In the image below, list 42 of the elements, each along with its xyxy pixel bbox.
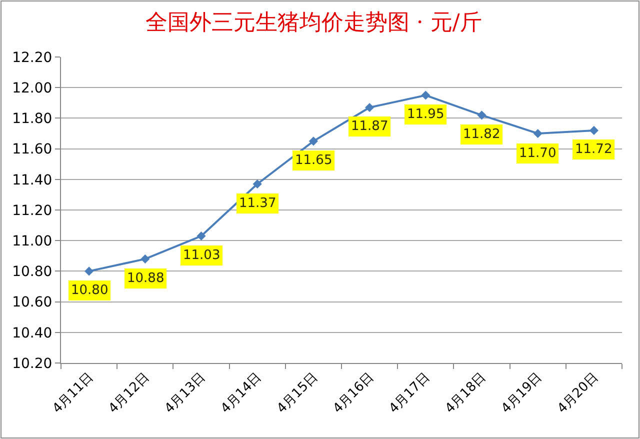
x-tick-label: 4月12日	[106, 370, 153, 416]
data-label: 11.70	[519, 146, 556, 161]
data-label: 11.65	[295, 153, 332, 168]
x-tick-label: 4月13日	[162, 370, 209, 416]
point	[84, 266, 94, 276]
x-tick-label: 4月18日	[442, 370, 490, 416]
x-tick-label: 4月16日	[330, 370, 377, 416]
y-tick-label: 11.80	[12, 111, 52, 128]
y-tick-label: 12.00	[12, 80, 52, 96]
point	[308, 136, 318, 146]
x-tick-label: 4月15日	[274, 370, 321, 416]
y-tick-label: 10.60	[12, 294, 52, 311]
point	[140, 254, 150, 264]
data-label: 11.82	[463, 127, 500, 142]
y-tick-label: 11.20	[12, 202, 52, 219]
chart-title: 全国外三元生猪均价走势图 · 元/斤	[145, 10, 482, 36]
x-tick-label: 4月19日	[498, 370, 546, 416]
data-label: 11.72	[575, 142, 612, 157]
point	[421, 90, 430, 100]
y-tick-label: 12.20	[12, 50, 52, 66]
point	[365, 102, 374, 112]
y-tick-label: 11.40	[12, 172, 52, 188]
data-label: 11.37	[239, 196, 276, 211]
x-tick-label: 4月17日	[386, 370, 434, 416]
x-tick-label: 4月11日	[50, 370, 96, 416]
y-tick-label: 11.00	[12, 234, 52, 250]
y-tick-label: 11.60	[12, 142, 52, 158]
y-tick-label: 10.40	[12, 325, 52, 342]
data-label: 11.95	[407, 107, 444, 122]
point	[252, 179, 262, 189]
point	[533, 128, 542, 138]
y-tick-label: 10.20	[12, 356, 52, 372]
point	[196, 231, 206, 241]
data-label: 10.88	[127, 271, 164, 286]
data-label: 10.80	[71, 283, 108, 298]
point	[477, 110, 486, 120]
y-tick-label: 10.80	[12, 264, 52, 280]
x-tick-label: 4月20日	[554, 370, 602, 416]
data-label: 11.03	[183, 248, 220, 263]
point	[589, 126, 598, 135]
x-tick-label: 4月14日	[218, 370, 265, 416]
data-label: 11.87	[351, 119, 388, 134]
